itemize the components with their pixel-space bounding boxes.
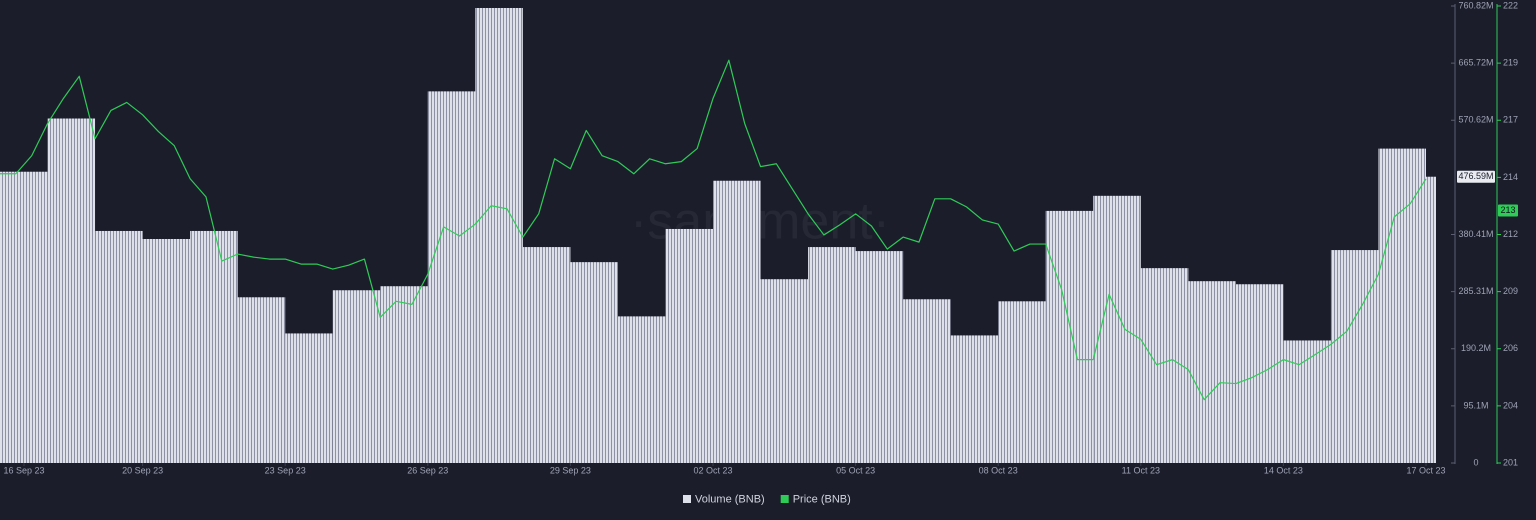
y2-tick-label: 212 <box>1503 229 1518 239</box>
price-line <box>0 59 1427 401</box>
volume-bar <box>47 118 96 463</box>
y-tick-label: 665.72M <box>1458 58 1493 68</box>
volume-bar <box>427 91 476 464</box>
volume-bars <box>0 7 1436 464</box>
volume-bar <box>95 230 143 463</box>
volume-bar <box>285 333 333 463</box>
x-tick-label: 29 Sep 23 <box>550 465 591 475</box>
x-tick-label: 14 Oct 23 <box>1264 465 1303 475</box>
volume-bar <box>1378 148 1426 463</box>
y2-tick-label: 209 <box>1503 286 1518 296</box>
y2-tick-label: 201 <box>1503 457 1518 467</box>
volume-bar <box>190 230 238 463</box>
x-tick-label: 16 Sep 23 <box>3 465 44 475</box>
y-tick-label: 285.31M <box>1458 286 1493 296</box>
current-price-label: 213 <box>1500 205 1515 215</box>
volume-bar <box>1330 250 1379 463</box>
y-tick-label: 570.62M <box>1458 115 1493 125</box>
legend-label: Volume (BNB) <box>695 493 765 505</box>
volume-bar <box>1140 268 1189 463</box>
volume-bar <box>1188 281 1236 463</box>
volume-bar <box>617 316 666 463</box>
x-tick-label: 20 Sep 23 <box>122 465 163 475</box>
volume-bar <box>760 279 809 463</box>
x-tick-label: 26 Sep 23 <box>407 465 448 475</box>
current-volume-label: 476.59M <box>1458 171 1493 181</box>
axes: 0 95.1M 190.2M 285.31M 380.41M 570.62M 665.72M… <box>3 0 1518 475</box>
y-tick-label: 380.41M <box>1458 229 1493 239</box>
volume-bar <box>1283 340 1331 463</box>
x-tick-label: 05 Oct 23 <box>836 465 875 475</box>
volume-bar <box>570 262 618 463</box>
y-tick-label: 190.2M <box>1461 343 1491 353</box>
y2-tick-label: 217 <box>1503 115 1518 125</box>
volume-bar <box>855 251 904 463</box>
x-tick-label: 11 Oct 23 <box>1122 465 1160 475</box>
y2-tick-label: 219 <box>1503 58 1518 68</box>
volume-bar <box>522 247 571 463</box>
y2-tick-label: 204 <box>1503 400 1518 410</box>
volume-bar <box>1426 176 1436 463</box>
volume-bar <box>475 7 523 464</box>
price-lines <box>0 59 1427 401</box>
x-tick-label: 02 Oct 23 <box>693 465 732 475</box>
volume-bar <box>1045 210 1094 463</box>
legend: Volume (BNB) Price (BNB) <box>683 493 851 505</box>
volume-bar <box>0 171 48 463</box>
current-price-badge <box>1498 204 1518 217</box>
y-tick-label: 95.1M <box>1463 400 1488 410</box>
volume-bar <box>998 301 1046 463</box>
volume-bar <box>713 180 761 463</box>
y2-tick-label: 214 <box>1503 172 1518 182</box>
volume-bar <box>332 290 381 463</box>
legend-swatch <box>780 495 789 503</box>
x-tick-label: 23 Sep 23 <box>265 465 306 475</box>
volume-bar <box>665 228 713 463</box>
volume-bar <box>808 247 856 463</box>
y2-tick-label: 222 <box>1503 0 1518 10</box>
current-volume-badge <box>1457 170 1495 183</box>
volume-bar <box>950 335 999 463</box>
legend-swatch <box>683 495 691 503</box>
y-tick-label: 760.82M <box>1458 0 1493 10</box>
y2-tick-label: 206 <box>1503 343 1518 353</box>
volume-bar <box>237 297 286 463</box>
x-tick-label: 17 Oct 23 <box>1406 465 1445 475</box>
legend-label: Price (BNB) <box>793 493 851 505</box>
volume-bar <box>380 286 428 463</box>
y-tick-label: 0 <box>1473 457 1478 467</box>
volume-bar <box>903 299 951 463</box>
volume-bar <box>142 239 191 463</box>
x-tick-label: 08 Oct 23 <box>979 465 1018 475</box>
